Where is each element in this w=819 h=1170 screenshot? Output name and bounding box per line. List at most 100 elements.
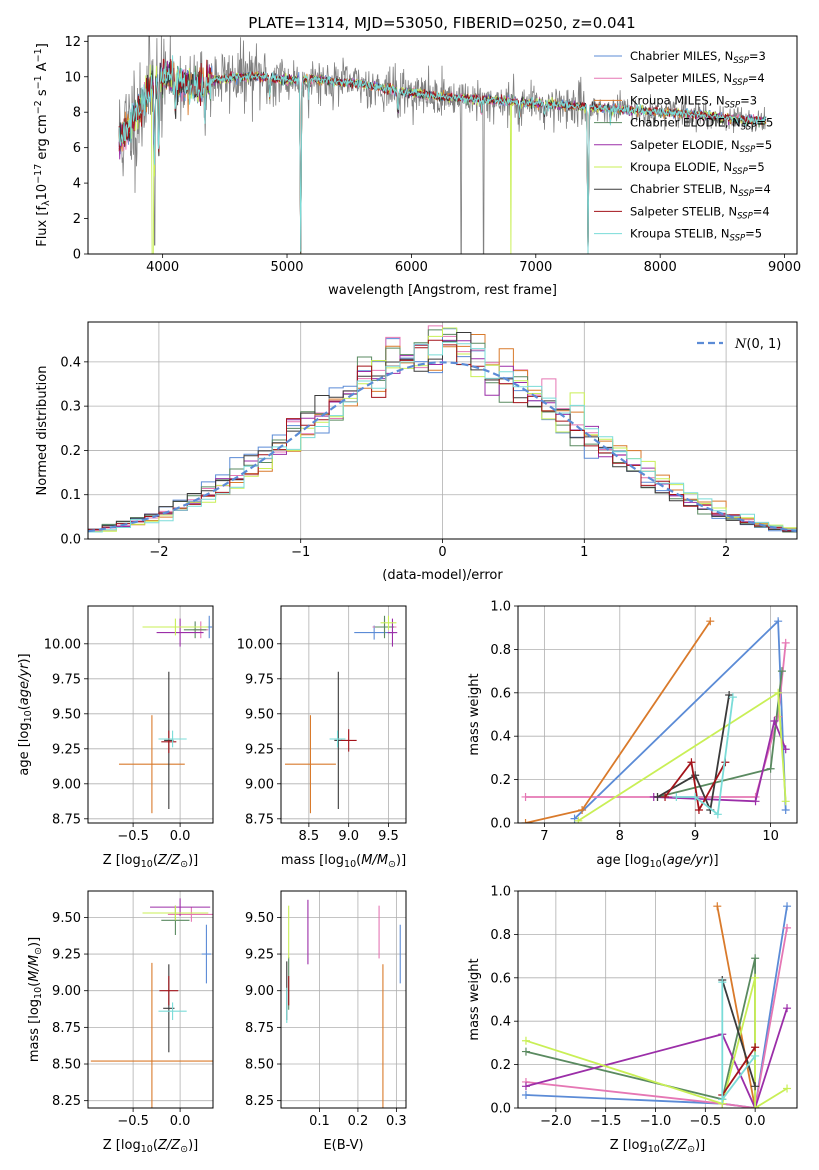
x-axis-label: Z [log10(Z/Z⊙)]: [610, 1138, 705, 1155]
weight-marker: [783, 1004, 792, 1013]
y-tick-label: 12: [64, 35, 81, 50]
y-tick-label: 8.75: [245, 812, 274, 827]
weight-marker: [751, 1082, 760, 1091]
weight-line: [573, 619, 787, 820]
x-tick-label: −1.5: [590, 1114, 622, 1129]
weight-marker: [521, 1090, 530, 1099]
weight-line: [721, 979, 756, 1087]
error-bar-point: [119, 715, 185, 814]
weight-marker: [781, 745, 790, 754]
error-bar-point: [340, 729, 357, 752]
y-tick-label: 9.00: [52, 984, 81, 999]
y-tick-label: 0.4: [490, 1015, 511, 1030]
weight-series-8: [718, 978, 760, 1104]
weight-line: [676, 696, 734, 816]
y-tick-label: 0.6: [490, 686, 511, 701]
y-tick-label: 8.50: [52, 1058, 81, 1073]
weight-marker: [718, 1095, 727, 1104]
y-axis-label: mass [log10(M/M⊙)]: [27, 937, 44, 1062]
error-bar-point: [201, 924, 212, 984]
weight-marker: [672, 792, 681, 801]
x-tick-label: 10: [762, 829, 779, 844]
weight-series-1: [521, 638, 790, 801]
plot-area: [118, 36, 767, 254]
y-tick-label: 0.0: [490, 1102, 511, 1117]
x-axis-label: E(B-V): [323, 1138, 363, 1153]
error-bar-point: [159, 976, 179, 1006]
axes-frame: [517, 605, 798, 824]
plot-area: [284, 615, 398, 814]
y-tick-label: 8.75: [245, 1021, 274, 1036]
y-tick-label: 1.0: [490, 885, 511, 900]
x-tick-label: −2: [149, 545, 168, 560]
x-tick-label: 5000: [270, 260, 303, 275]
panel-z-weight: −2.0 −1.5 −1.0 −0.5 0.0 0.0 0.2 0.4 0.6 0.8 1.0 Z […: [467, 885, 798, 1155]
x-tick-label: 9: [691, 829, 699, 844]
weight-marker: [661, 792, 670, 801]
weight-marker: [728, 693, 737, 702]
error-bar-point: [374, 615, 395, 639]
weight-marker: [781, 638, 790, 647]
x-tick-label: 2: [722, 545, 730, 560]
model-spectrum-8: [118, 55, 767, 254]
y-tick-label: 0.8: [490, 643, 511, 658]
x-axis-label: Z [log10(Z/Z⊙)]: [103, 853, 198, 870]
error-bar-point: [354, 625, 395, 640]
x-tick-label: 8: [616, 829, 624, 844]
axes-frame: [517, 890, 798, 1109]
weight-marker: [783, 1084, 792, 1093]
axes-frame: [87, 321, 798, 540]
x-tick-label: 6000: [395, 260, 428, 275]
weight-marker: [751, 1043, 760, 1052]
weight-line: [657, 670, 783, 798]
y-tick-label: 10.00: [237, 637, 274, 652]
weight-marker: [706, 617, 715, 626]
y-tick-label: 0.2: [60, 444, 81, 459]
y-tick-label: 9.25: [52, 742, 81, 757]
x-tick-label: 7: [540, 829, 548, 844]
weight-series-8: [672, 693, 737, 819]
weight-marker: [694, 805, 703, 814]
x-tick-label: 9.5: [378, 829, 399, 844]
weight-marker: [691, 792, 700, 801]
x-axis-label: wavelength [Angstrom, rest frame]: [328, 283, 557, 298]
legend-entry: Salpeter STELIB, NSSP=4: [630, 204, 770, 221]
y-tick-label: 10.00: [44, 637, 81, 652]
legend: Chabrier MILES, NSSP=3 Salpeter MILES, NS…: [594, 49, 773, 244]
weight-marker: [578, 805, 587, 814]
y-tick-label: 8: [73, 106, 81, 121]
x-tick-label: 9.0: [338, 829, 359, 844]
y-axis-label: Flux [fλ10−17 erg cm−2 s−1 A−1]: [33, 43, 52, 247]
legend-entry: Salpeter MILES, NSSP=4: [630, 71, 765, 88]
error-bar-point: [183, 621, 207, 639]
weight-marker: [783, 902, 792, 911]
weight-marker: [574, 816, 583, 823]
x-tick-label: 0.0: [170, 829, 191, 844]
panel-residuals: −2 −1 0 1 2 0.0 0.1 0.2 0.3 0.4 (data-model)/error…: [35, 321, 798, 583]
x-tick-label: 0.3: [386, 1114, 407, 1129]
axes-frame: [87, 890, 214, 1109]
plot-area: [88, 325, 797, 539]
weight-series-5: [521, 973, 792, 1108]
y-axis-label: mass weight: [467, 958, 482, 1040]
x-tick-label: −2.0: [540, 1114, 572, 1129]
weight-line: [657, 694, 730, 814]
weight-marker: [783, 923, 792, 932]
x-axis-label: Z [log10(Z/Z⊙)]: [103, 1138, 198, 1155]
x-tick-label: 8.5: [299, 829, 320, 844]
weight-marker: [751, 1104, 760, 1108]
weight-line: [716, 906, 756, 1108]
panel-z-mass: −0.5 0.0 8.25 8.50 8.75 9.00 9.25 9.50 Z [log10(…: [27, 890, 214, 1155]
y-axis-label: Normed distribution: [35, 366, 50, 496]
legend-entry: Salpeter ELODIE, NSSP=5: [630, 138, 772, 155]
weight-series-7: [718, 1043, 760, 1099]
error-bar-point: [90, 962, 213, 1108]
chart-title: PLATE=1314, MJD=53050, FIBERID=0250, z=0…: [248, 14, 635, 32]
weight-marker: [770, 717, 779, 726]
plot-area: [521, 617, 790, 823]
panel-mass-age: 8.5 9.0 9.5 8.75 9.00 9.25 9.50 9.75 10.00 mass […: [237, 605, 407, 870]
weight-marker: [751, 1051, 760, 1060]
weight-marker: [751, 797, 760, 806]
residual-histogram-7: [88, 339, 797, 539]
axes-frame: [87, 605, 214, 824]
